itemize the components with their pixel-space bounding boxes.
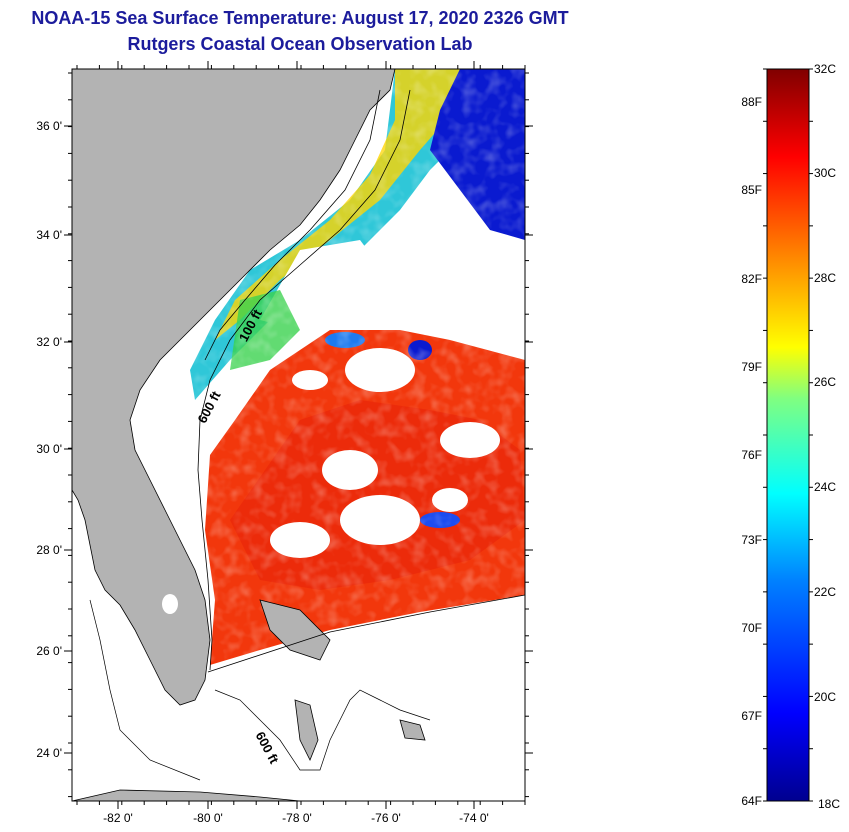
colorbar-f-label: 70F [741,621,762,635]
lake-okeechobee [162,594,178,614]
colorbar-c-label: 20C [814,690,836,704]
colorbar-c-label: 30C [814,166,836,180]
lat-tick-label: 30 0' [36,442,62,456]
bahamas-islands [259,599,331,661]
isobath-100ft [204,89,381,361]
colorbar-c-label: 22C [814,585,836,599]
lat-tick-label: 32 0' [36,335,62,349]
colorbar-f-label: 67F [741,709,762,723]
colorbar-c-label: 32C [814,62,836,76]
map-title: NOAA-15 Sea Surface Temperature: August … [31,8,569,28]
colorbar-f-label: 85F [741,183,762,197]
latitude-axis: 36 0' 34 0' 32 0' 30 0' 28 0' 26 0' 24 0… [36,119,62,760]
map-subtitle: Rutgers Coastal Ocean Observation Lab [127,34,473,54]
lat-tick-label: 24 0' [36,746,62,760]
land-us-southeast [72,69,396,706]
colorbar-c-label: 24C [814,480,836,494]
colorbar-f-label: 79F [741,360,762,374]
lat-tick-label: 26 0' [36,644,62,658]
colorbar: 88F 85F 82F 79F 76F 73F 70F 67F 64F 32C … [741,62,840,811]
lon-tick-label: -74 0' [459,811,489,825]
axis-ticks [64,61,533,809]
lon-tick-label: -78 0' [282,811,312,825]
colorbar-c-label: 18C [818,797,840,811]
lat-tick-label: 34 0' [36,228,62,242]
isobath-600ft [197,89,411,671]
lat-tick-label: 28 0' [36,543,62,557]
colorbar-f-label: 73F [741,533,762,547]
lon-tick-label: -76 0' [371,811,401,825]
map-area: 100 ft 600 ft 600 ft [72,69,525,801]
colorbar-f-label: 76F [741,448,762,462]
colorbar-gradient [766,68,810,802]
colorbar-f-label: 82F [741,272,762,286]
lon-tick-label: -80 0' [193,811,223,825]
colorbar-c-label: 26C [814,375,836,389]
lat-tick-label: 36 0' [36,119,62,133]
colorbar-f-label: 64F [741,794,762,808]
map-border [71,68,526,802]
colorbar-f-label: 88F [741,95,762,109]
colorbar-c-label: 28C [814,271,836,285]
lon-tick-label: -82 0' [103,811,133,825]
longitude-axis: -82 0' -80 0' -78 0' -76 0' -74 0' [103,811,489,825]
